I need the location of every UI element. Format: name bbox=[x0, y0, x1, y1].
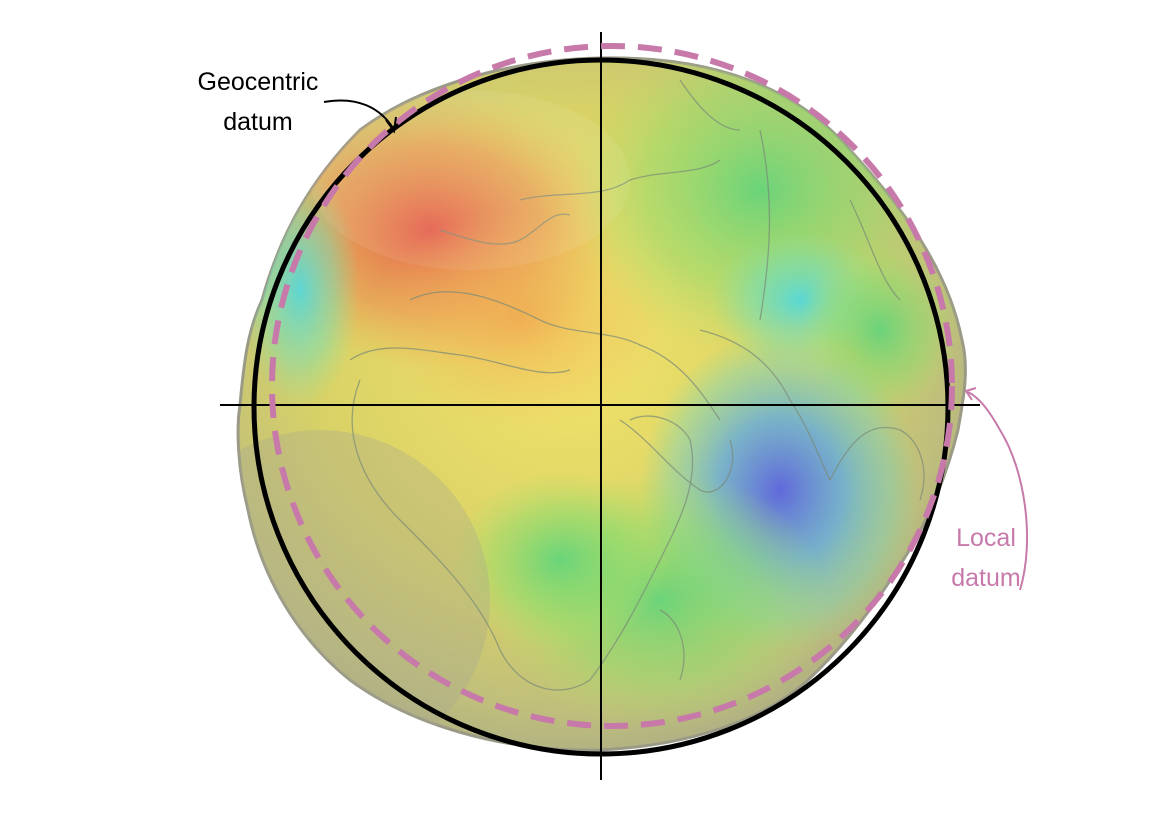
local-leader-arrow bbox=[964, 387, 1028, 591]
local-datum-label: Local datum bbox=[938, 518, 1034, 598]
geocentric-label-line2: datum bbox=[223, 108, 293, 136]
local-datum-circle bbox=[269, 43, 955, 729]
geocentric-datum-circle bbox=[251, 57, 951, 757]
geocentric-datum-label: Geocentric datum bbox=[176, 62, 340, 142]
local-label-line1: Local bbox=[956, 524, 1016, 552]
geoid-globe-icon bbox=[236, 56, 967, 752]
geocentric-leader-arrow bbox=[323, 99, 397, 134]
crosshair-axes bbox=[220, 32, 980, 780]
geocentric-label-line1: Geocentric bbox=[197, 68, 319, 96]
local-label-line2: datum bbox=[951, 564, 1021, 592]
